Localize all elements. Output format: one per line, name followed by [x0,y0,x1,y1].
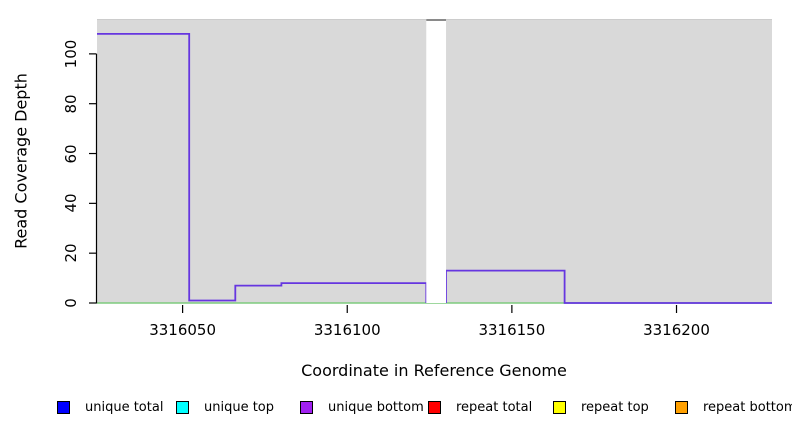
y-tick-label: 80 [62,94,80,114]
x-tick-label: 3316200 [643,321,710,339]
y-axis-title: Read Coverage Depth [11,73,31,249]
y-tick-label: 100 [62,39,80,69]
x-tick-label: 3316100 [313,321,381,339]
coverage-step-line [97,33,428,303]
y-tick-label: 20 [62,243,80,263]
y-tick-label: 40 [62,193,80,213]
x-tick-label: 3316150 [478,321,546,339]
y-tick-label: 60 [62,143,80,164]
x-tick-label: 3316050 [149,321,217,339]
x-axis-title: Coordinate in Reference Genome [301,361,567,380]
masked-region-band [426,19,447,303]
y-tick-label: 0 [62,298,80,308]
